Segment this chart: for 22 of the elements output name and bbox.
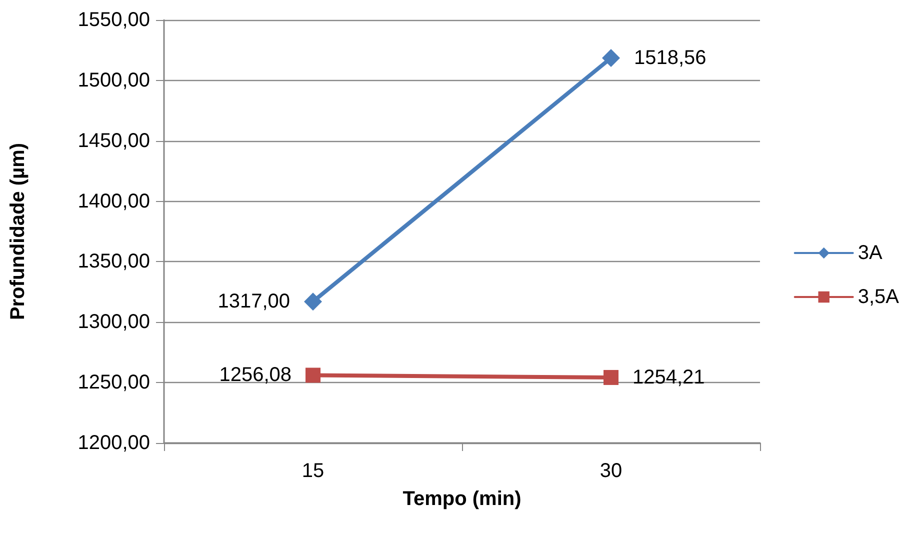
data-label: 1254,21: [632, 366, 705, 388]
point: [304, 292, 322, 311]
y-tick-label: 1400,00: [78, 190, 150, 212]
x-axis-title: Tempo (min): [402, 488, 522, 510]
x-tick-label: 15: [302, 460, 324, 482]
y-axis-title: Profundidade (µm): [7, 142, 29, 320]
point: [306, 368, 320, 383]
y-tick-label: 1200,00: [78, 432, 150, 454]
x-tick-label: 30: [600, 460, 622, 482]
point: [604, 370, 618, 385]
y-tick-label: 1550,00: [78, 9, 150, 31]
y-tick-label: 1250,00: [78, 372, 150, 394]
y-tick-label: 1450,00: [78, 130, 150, 152]
data-label: 1317,00: [218, 290, 290, 313]
legend-label: 3A: [858, 242, 883, 264]
legend-label: 3,5A: [858, 286, 900, 308]
y-tick-label: 1350,00: [78, 250, 150, 273]
point: [602, 49, 620, 67]
y-tick-label: 1500,00: [78, 69, 150, 92]
data-label: 1256,08: [219, 364, 292, 386]
y-tick-label: 1300,00: [78, 311, 150, 334]
data-label: 1518,56: [634, 47, 706, 69]
